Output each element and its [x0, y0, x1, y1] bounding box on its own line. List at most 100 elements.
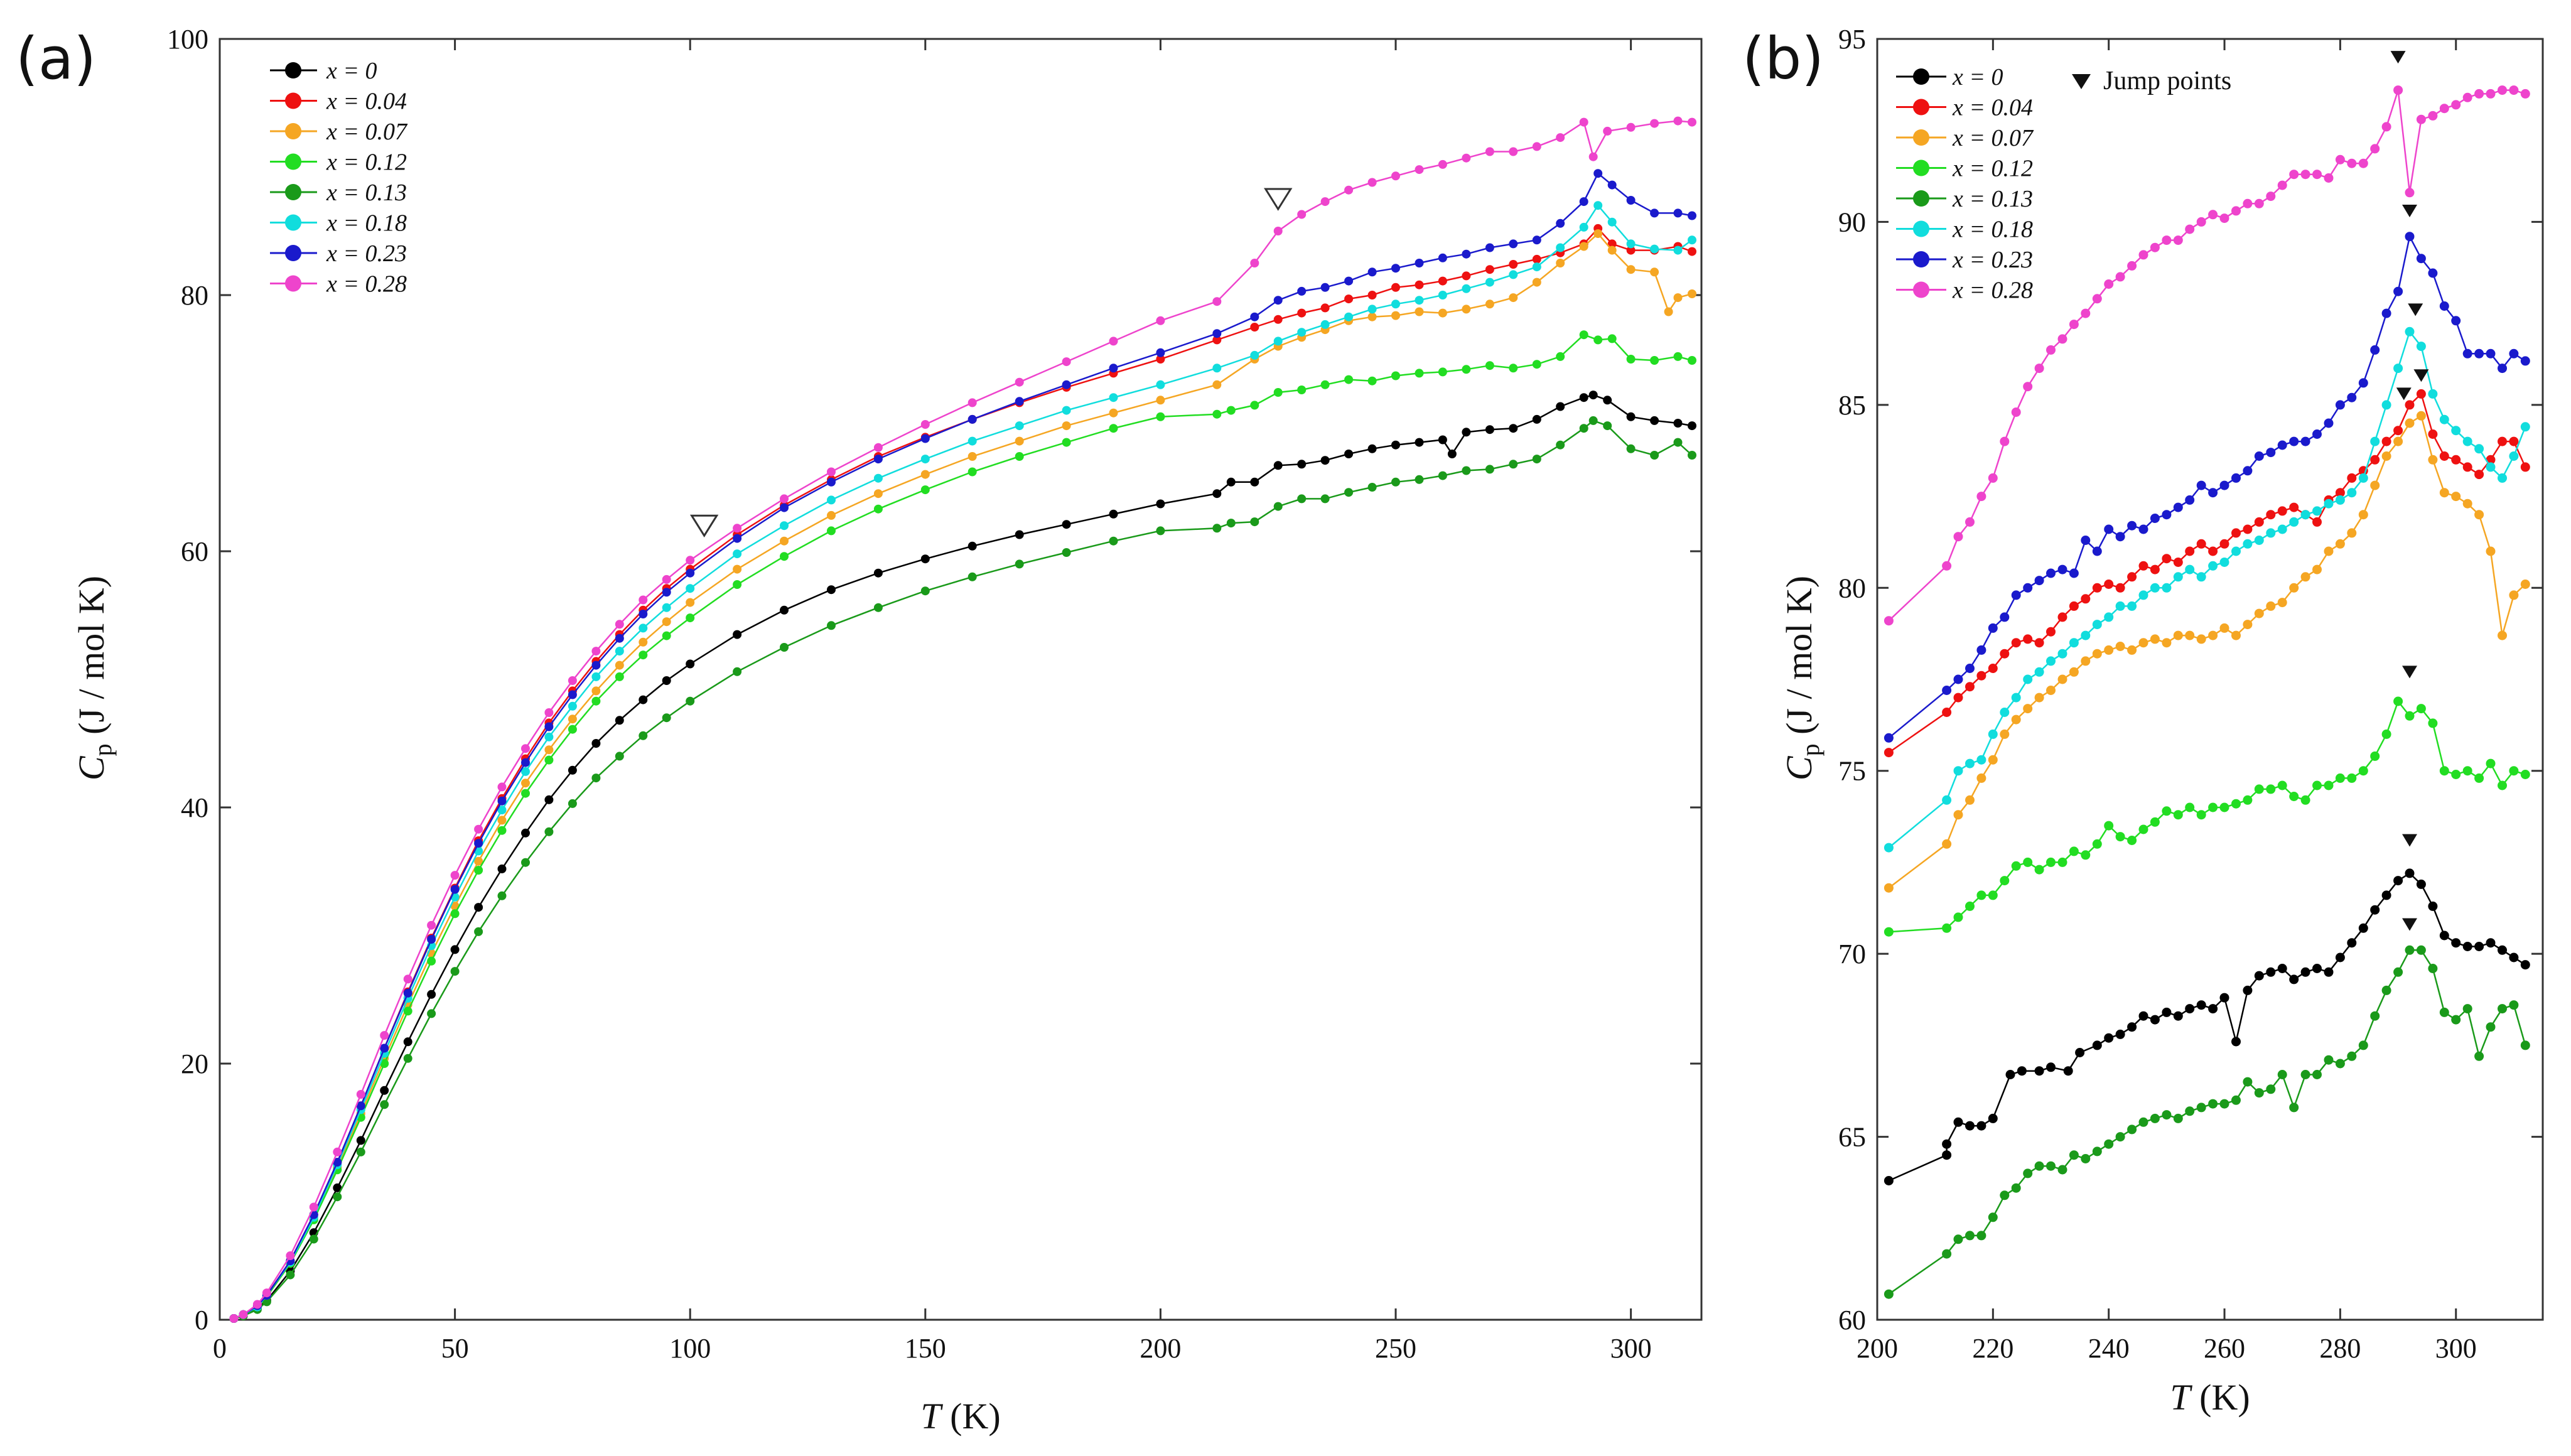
panel-b-data-point — [2081, 594, 2091, 604]
panel-b-data-point — [2000, 1190, 2010, 1200]
panel-a-data-point — [521, 828, 530, 838]
panel-b-data-point — [2011, 715, 2021, 725]
panel-b-data-point — [2498, 1004, 2507, 1014]
panel-a-data-point — [615, 647, 624, 656]
panel-a-data-point — [1532, 278, 1541, 287]
panel-a-series-line — [234, 419, 1693, 1320]
panel-a-data-point — [1626, 412, 1636, 421]
panel-b-data-point — [2312, 780, 2322, 790]
panel-a-ytick-label: 40 — [181, 792, 208, 823]
panel-b-data-point — [2023, 1168, 2033, 1178]
panel-b-data-point — [2034, 638, 2044, 648]
panel-a-data-point — [1015, 377, 1024, 387]
panel-b-data-point — [2185, 630, 2195, 640]
panel-b-data-point — [2243, 539, 2253, 549]
panel-a-data-point — [1438, 291, 1447, 299]
panel-a-data-point — [1297, 210, 1307, 219]
panel-a-data-point — [1367, 483, 1377, 492]
panel-b-data-point — [2300, 967, 2310, 977]
panel-a-data-point — [1062, 380, 1071, 389]
panel-a-frame — [218, 38, 1703, 1321]
panel-a-data-point — [333, 1158, 342, 1167]
panel-b-data-point — [2034, 1161, 2044, 1171]
panel-a-data-point — [1062, 421, 1071, 431]
legend-swatch-marker — [1913, 99, 1929, 116]
panel-b-data-point — [2498, 630, 2507, 640]
legend-item-a-x-0-23: x = 0.23 — [270, 240, 407, 267]
panel-b-data-point — [2208, 210, 2218, 220]
panel-b-data-point — [2462, 766, 2472, 776]
panel-a-series-x-0-18 — [229, 201, 1696, 1323]
panel-b-data-point — [2150, 514, 2160, 523]
panel-b-data-point — [1953, 1117, 1963, 1127]
panel-b-data-point — [2196, 810, 2206, 820]
panel-a-data-point — [497, 806, 507, 815]
panel-a-data-point — [1688, 421, 1696, 431]
panel-a-data-point — [474, 856, 483, 866]
panel-b-data-point — [2138, 638, 2148, 648]
panel-a-data-point — [780, 536, 789, 546]
panel-b-data-point — [2150, 564, 2160, 574]
panel-a-data-point — [1650, 451, 1659, 460]
panel-b-data-point — [2115, 832, 2125, 842]
legend-item-jump-points: Jump points — [2072, 67, 2231, 95]
panel-a-data-point — [1607, 180, 1617, 190]
panel-a-data-point — [1250, 312, 1259, 321]
panel-b-data-point — [2011, 407, 2021, 417]
panel-a-data-point — [1462, 365, 1471, 374]
panel-b-series-x-0-28 — [1884, 85, 2530, 626]
open-triangle-icon — [1264, 188, 1293, 211]
panel-a-data-point — [967, 436, 977, 446]
panel-b-data-point — [2474, 1051, 2484, 1061]
panel-b-data-point — [2520, 1040, 2530, 1050]
panel-b-data-point — [2254, 784, 2264, 794]
panel-b-data-point — [2185, 1004, 2195, 1014]
panel-b-data-point — [1942, 561, 1952, 571]
panel-b-data-point — [2075, 1048, 2085, 1057]
legend-item-a-x-0-28: x = 0.28 — [270, 271, 407, 298]
panel-a-series-x-0-13 — [229, 416, 1696, 1323]
panel-b-data-point — [2173, 630, 2183, 640]
legend-label: x = 0.23 — [1952, 247, 2033, 273]
panel-b-data-point — [2370, 1011, 2380, 1021]
panel-a-data-point — [474, 927, 483, 936]
panel-b-data-point — [2185, 802, 2195, 812]
panel-a-data-point — [497, 782, 507, 792]
panel-b-data-point — [2185, 564, 2195, 574]
panel-b-data-point — [2150, 1015, 2160, 1025]
panel-b-data-point — [2231, 473, 2241, 483]
panel-a-data-point — [380, 1031, 389, 1040]
panel-a-data-point — [1344, 312, 1354, 321]
panel-b-data-point — [2289, 583, 2299, 593]
panel-a-data-point — [1015, 421, 1024, 431]
panel-a-data-point — [1588, 152, 1598, 161]
panel-b-data-point — [2509, 85, 2519, 95]
panel-a-data-point — [1462, 284, 1471, 293]
panel-a-data-point — [1367, 444, 1377, 453]
panel-a-data-point — [1109, 393, 1118, 402]
panel-a-data-point — [1320, 197, 1330, 207]
legend-label: x = 0.07 — [1952, 125, 2034, 151]
panel-a-data-point — [967, 541, 977, 551]
panel-b-data-point — [2150, 1113, 2160, 1123]
panel-a-data-point — [427, 956, 436, 966]
panel-a-ytick-label: 100 — [167, 24, 208, 55]
panel-b-data-point — [2405, 188, 2415, 198]
panel-b-data-point — [2509, 348, 2519, 359]
panel-a-data-point — [591, 739, 601, 748]
panel-a-data-point — [521, 767, 530, 776]
panel-b-data-point — [2335, 495, 2345, 505]
panel-a-data-point — [1688, 117, 1696, 127]
panel-b-series-x-0-12 — [1884, 696, 2530, 937]
panel-b-data-point — [2000, 436, 2010, 446]
panel-a-data-point — [1485, 243, 1494, 252]
jump-point-marker-icon — [2402, 204, 2417, 217]
panel-a-data-point — [1109, 536, 1118, 546]
panel-a-data-point — [1156, 348, 1165, 357]
panel-a-data-point — [639, 623, 648, 633]
panel-b-data-point — [2370, 345, 2380, 355]
panel-a-data-point — [1212, 489, 1222, 499]
panel-b-data-point — [2138, 561, 2148, 571]
panel-a-data-point — [1532, 455, 1541, 464]
panel-a-data-point — [1485, 265, 1494, 274]
